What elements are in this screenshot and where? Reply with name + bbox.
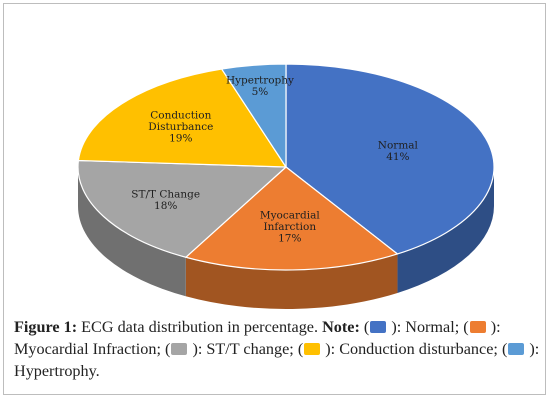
legend-swatch-stt — [171, 343, 188, 355]
legend-swatch-hypertrophy — [508, 343, 525, 355]
legend-item-conduction: ): Conduction disturbance; — [325, 340, 498, 358]
pie-side-st-t-change — [78, 167, 186, 297]
pie-slice-myocardial-infarction — [185, 166, 399, 271]
pie-slice-hypertrophy — [221, 63, 287, 168]
pie-label-conduction-disturbance: Conduction Disturbance 19% — [148, 110, 213, 145]
caption-figure-label: Figure 1: — [14, 318, 78, 336]
pie-slice-conduction-disturbance — [77, 68, 287, 168]
pie-label-normal: Normal 41% — [378, 140, 419, 164]
caption-note-label: Note: — [322, 318, 360, 336]
legend-swatch-conduction — [304, 343, 321, 355]
legend-item-normal: ): Normal; — [391, 318, 460, 336]
pie-labels: Normal 41% Myocardial Infarction 17% ST/T Cha… — [131, 74, 418, 244]
pie-side-normal — [397, 167, 495, 293]
legend-item-hypertrophy: ): Hypertrophy. — [14, 340, 540, 380]
pie-slice-st-t-change — [77, 159, 287, 258]
pie-label-hypertrophy: Hypertrophy 5% — [226, 74, 294, 98]
pie-slice-normal — [285, 63, 495, 255]
legend-item-myocardial: ): Myocardial Infraction; — [14, 318, 501, 358]
legend-swatch-normal — [370, 321, 387, 333]
caption-text: ECG data distribution in percentage. — [81, 318, 319, 336]
figure-caption: Figure 1: ECG data distribution in perce… — [14, 318, 540, 380]
legend-swatch-myocardial — [469, 321, 486, 333]
pie-label-myocardial-infarction: Myocardial Infarction 17% — [260, 210, 321, 245]
legend-item-stt: ): ST/T change; — [192, 340, 294, 358]
pie-label-st-t-change: ST/T Change 18% — [131, 189, 200, 213]
pie-tops — [77, 63, 495, 271]
pie-chart: Normal 41% Myocardial Infarction 17% ST/T Cha… — [77, 63, 495, 310]
